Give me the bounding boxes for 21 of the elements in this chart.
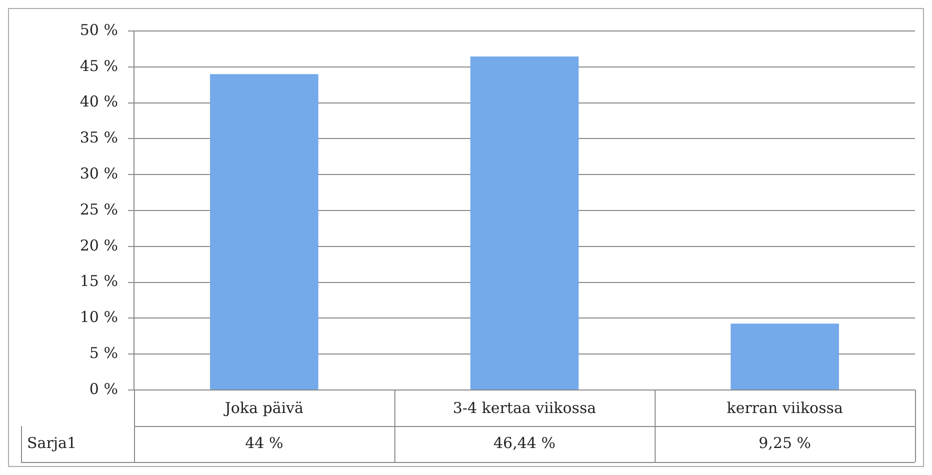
y-tick-label: 25 % — [80, 200, 118, 218]
data-label: 9,25 % — [758, 434, 812, 452]
y-tick-label: 30 % — [80, 164, 118, 182]
x-tick-label: 3-4 kertaa viikossa — [452, 398, 596, 417]
y-tick-label: 20 % — [80, 236, 118, 254]
y-tick-label: 0 % — [89, 380, 118, 398]
bar — [730, 324, 839, 390]
x-tick-label: Joka päivä — [222, 398, 304, 417]
x-tick-label: kerran viikossa — [726, 398, 843, 417]
y-tick-label: 35 % — [80, 128, 118, 147]
y-tick-label: 10 % — [80, 308, 118, 326]
y-tick-label: 15 % — [80, 272, 118, 290]
bar — [470, 56, 579, 390]
y-tick-label: 45 % — [80, 56, 118, 75]
text: Sarja1 — [27, 434, 77, 452]
y-tick-label: 40 % — [80, 92, 118, 111]
y-tick-label: 5 % — [89, 344, 118, 362]
y-tick-label: 50 % — [80, 20, 118, 39]
bar — [210, 74, 318, 390]
data-label: 44 % — [245, 434, 284, 452]
data-label: 46,44 % — [494, 434, 556, 452]
